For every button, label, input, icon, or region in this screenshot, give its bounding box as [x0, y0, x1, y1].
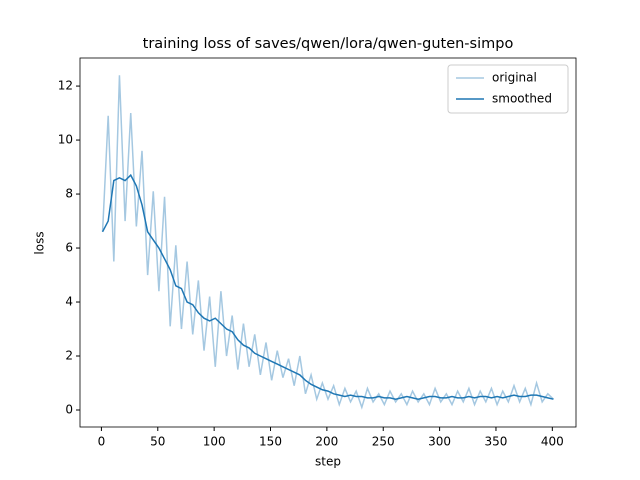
y-tick-label: 0 — [65, 402, 73, 416]
legend-label: smoothed — [492, 92, 552, 106]
y-tick-label: 12 — [58, 79, 73, 93]
x-axis-label: step — [315, 455, 341, 469]
x-tick-label: 0 — [98, 435, 106, 449]
x-tick-label: 350 — [485, 435, 508, 449]
legend-label: original — [492, 71, 537, 85]
plot-frame — [79, 57, 577, 428]
x-tick-label: 150 — [259, 435, 282, 449]
y-tick-label: 10 — [58, 133, 73, 147]
y-tick-label: 4 — [65, 295, 73, 309]
chart-title: training loss of saves/qwen/lora/qwen-gu… — [143, 36, 514, 52]
y-axis-label: loss — [33, 231, 47, 254]
x-tick-label: 100 — [203, 435, 226, 449]
y-tick-label: 8 — [65, 187, 73, 201]
x-tick-label: 300 — [428, 435, 451, 449]
line-smoothed — [101, 173, 554, 400]
line-original — [101, 75, 554, 410]
legend-box — [447, 64, 569, 114]
x-tick-label: 50 — [150, 435, 165, 449]
x-tick-label: 400 — [541, 435, 564, 449]
x-tick-label: 200 — [315, 435, 338, 449]
y-tick-label: 6 — [65, 241, 73, 255]
x-tick-label: 250 — [372, 435, 395, 449]
y-tick-label: 2 — [65, 349, 73, 363]
